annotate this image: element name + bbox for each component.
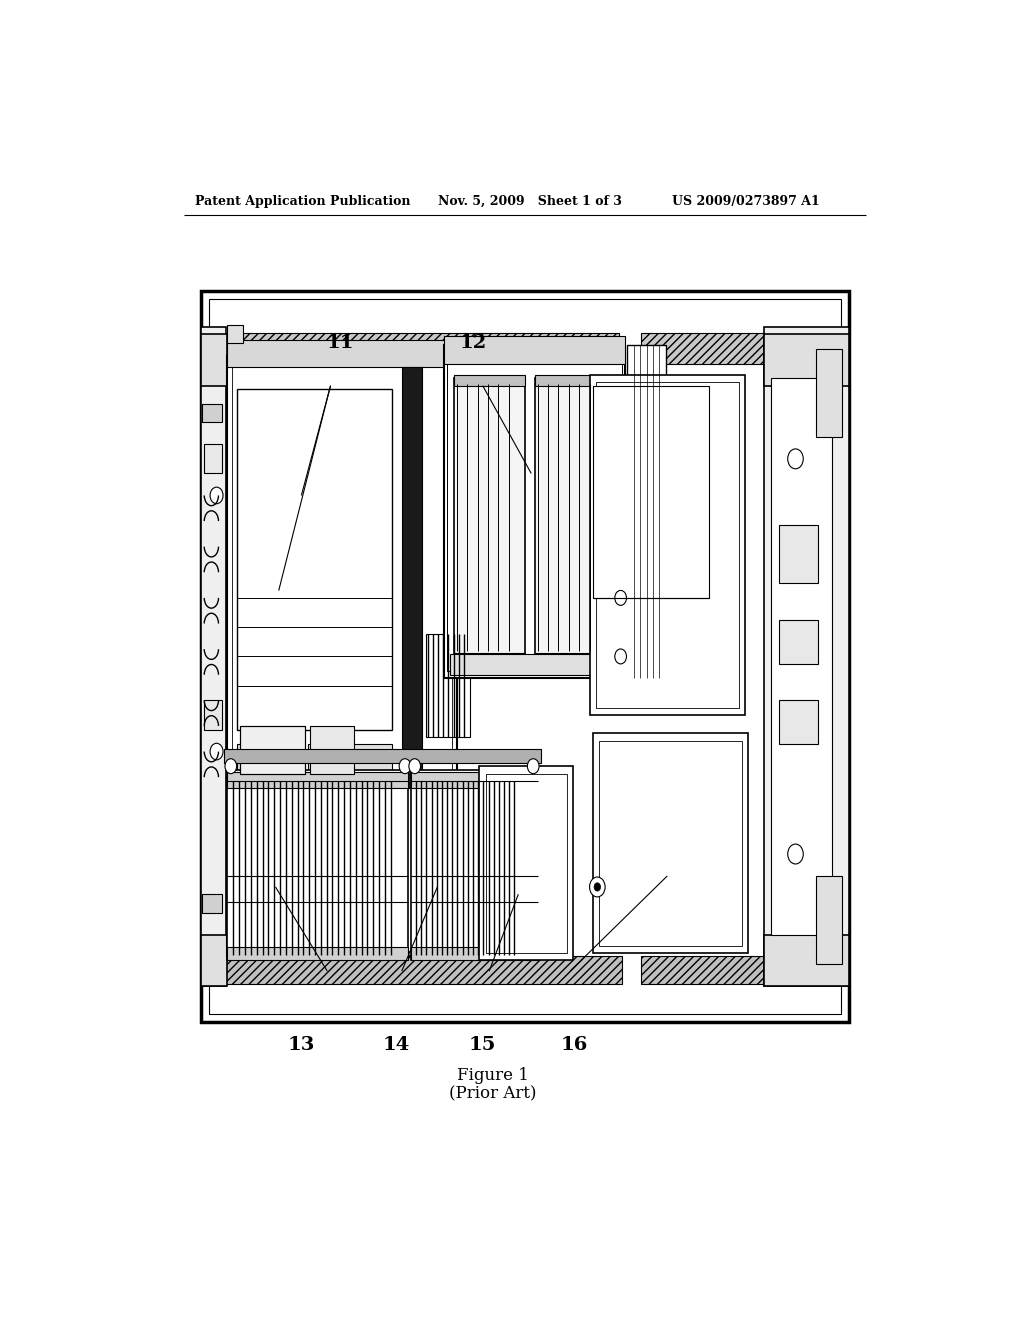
Circle shape: [210, 743, 223, 760]
Bar: [641, 957, 764, 985]
Bar: [223, 957, 622, 985]
Circle shape: [527, 759, 539, 774]
Bar: [599, 741, 741, 945]
Bar: [203, 894, 222, 912]
Bar: [201, 935, 227, 986]
Bar: [227, 325, 243, 343]
Bar: [778, 525, 817, 583]
Bar: [593, 385, 710, 598]
Bar: [240, 726, 304, 774]
Bar: [629, 474, 644, 495]
Bar: [426, 635, 470, 737]
Bar: [412, 946, 538, 960]
Bar: [308, 744, 392, 774]
Bar: [201, 290, 849, 1022]
Bar: [201, 327, 225, 986]
Bar: [454, 375, 524, 385]
Bar: [454, 379, 524, 656]
Circle shape: [594, 883, 600, 891]
Bar: [412, 772, 538, 788]
Bar: [771, 379, 833, 935]
Bar: [240, 726, 304, 774]
Bar: [596, 381, 738, 708]
Bar: [629, 517, 654, 540]
Bar: [223, 957, 622, 985]
Bar: [629, 375, 664, 408]
Bar: [412, 770, 538, 960]
Bar: [535, 653, 606, 664]
Bar: [223, 750, 541, 763]
Text: 15: 15: [469, 1036, 497, 1053]
Bar: [203, 404, 222, 422]
Bar: [535, 379, 606, 656]
Text: 14: 14: [383, 1036, 410, 1053]
Bar: [227, 946, 409, 960]
Bar: [227, 339, 457, 367]
Bar: [237, 744, 301, 774]
Bar: [778, 620, 817, 664]
Text: Figure 1: Figure 1: [457, 1067, 529, 1084]
Text: Patent Application Publication: Patent Application Publication: [196, 194, 411, 207]
Bar: [764, 334, 849, 385]
Bar: [535, 375, 606, 385]
Bar: [627, 346, 666, 678]
Text: US 2009/0273897 A1: US 2009/0273897 A1: [672, 194, 819, 207]
Bar: [816, 876, 842, 964]
Bar: [590, 375, 745, 715]
Bar: [443, 335, 626, 364]
Bar: [641, 333, 764, 364]
Circle shape: [399, 759, 411, 774]
Text: 11: 11: [327, 334, 354, 352]
Bar: [593, 734, 749, 953]
Bar: [209, 300, 841, 1014]
Bar: [778, 701, 817, 744]
Bar: [223, 333, 618, 364]
Bar: [443, 346, 626, 678]
Bar: [479, 766, 573, 960]
Text: (Prior Art): (Prior Art): [450, 1085, 537, 1102]
Circle shape: [787, 449, 803, 469]
Bar: [204, 445, 222, 474]
Text: 16: 16: [560, 1036, 588, 1053]
Bar: [641, 333, 764, 364]
Bar: [223, 333, 618, 364]
Bar: [764, 327, 849, 986]
Circle shape: [210, 487, 223, 504]
Circle shape: [409, 759, 421, 774]
Bar: [310, 726, 354, 774]
Bar: [454, 653, 524, 664]
Bar: [232, 366, 453, 950]
Circle shape: [614, 590, 627, 606]
Bar: [641, 957, 764, 985]
Bar: [451, 655, 609, 675]
Text: 12: 12: [460, 334, 486, 352]
Bar: [764, 935, 849, 986]
Bar: [237, 389, 392, 730]
Bar: [204, 701, 222, 730]
Bar: [447, 348, 622, 671]
Bar: [816, 348, 842, 437]
Bar: [629, 422, 664, 451]
Text: Nov. 5, 2009   Sheet 1 of 3: Nov. 5, 2009 Sheet 1 of 3: [437, 194, 622, 207]
Bar: [651, 474, 664, 495]
Circle shape: [590, 876, 605, 896]
Circle shape: [614, 649, 627, 664]
Bar: [486, 774, 567, 953]
Text: 13: 13: [288, 1036, 314, 1053]
Bar: [227, 356, 457, 957]
Circle shape: [787, 843, 803, 865]
Bar: [227, 772, 409, 788]
Bar: [227, 770, 409, 960]
Bar: [401, 367, 423, 788]
Circle shape: [225, 759, 237, 774]
Bar: [201, 334, 227, 385]
